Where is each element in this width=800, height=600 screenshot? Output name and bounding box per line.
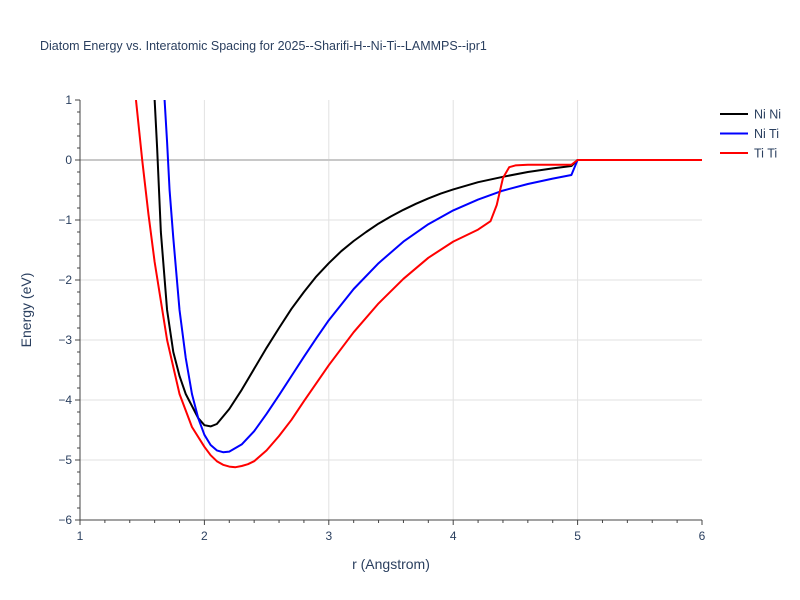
legend-label: Ni Ni — [754, 108, 781, 122]
legend-label: Ti Ti — [754, 147, 777, 161]
grid — [80, 100, 702, 520]
x-tick-label: 6 — [699, 529, 706, 543]
chart-title: Diatom Energy vs. Interatomic Spacing fo… — [40, 39, 487, 53]
x-axis-label: r (Angstrom) — [352, 556, 430, 572]
series-line-ti-ti — [134, 100, 702, 469]
y-tick-label: −5 — [58, 453, 72, 467]
y-tick-label: −2 — [58, 273, 72, 287]
x-tick-label: 2 — [201, 529, 208, 543]
x-tick-label: 3 — [325, 529, 332, 543]
x-tick-label: 1 — [77, 529, 84, 543]
legend[interactable]: Ni Ni Ni Ti Ti Ti — [720, 108, 781, 161]
y-tick-label: −4 — [58, 393, 72, 407]
legend-item-ni-ti[interactable]: Ni Ti — [720, 127, 779, 141]
y-tick-label: 1 — [65, 93, 72, 107]
legend-item-ni-ni[interactable]: Ni Ni — [720, 108, 781, 122]
series-line-ni-ni — [153, 100, 702, 428]
y-tick-label: −3 — [58, 333, 72, 347]
x-tick-label: 5 — [574, 529, 581, 543]
y-tick-label: −1 — [58, 213, 72, 227]
y-tick-label: 0 — [65, 153, 72, 167]
axes: 1 2 3 4 5 6 1 0 −1 −2 −3 −4 −5 −6 — [58, 93, 705, 543]
x-tick-label: 4 — [450, 529, 457, 543]
y-tick-label: −6 — [58, 513, 72, 527]
y-axis-label: Energy (eV) — [18, 273, 34, 348]
legend-item-ti-ti[interactable]: Ti Ti — [720, 147, 777, 161]
series-line-ni-ti — [163, 100, 702, 454]
series-lines — [134, 100, 702, 469]
legend-label: Ni Ti — [754, 127, 779, 141]
